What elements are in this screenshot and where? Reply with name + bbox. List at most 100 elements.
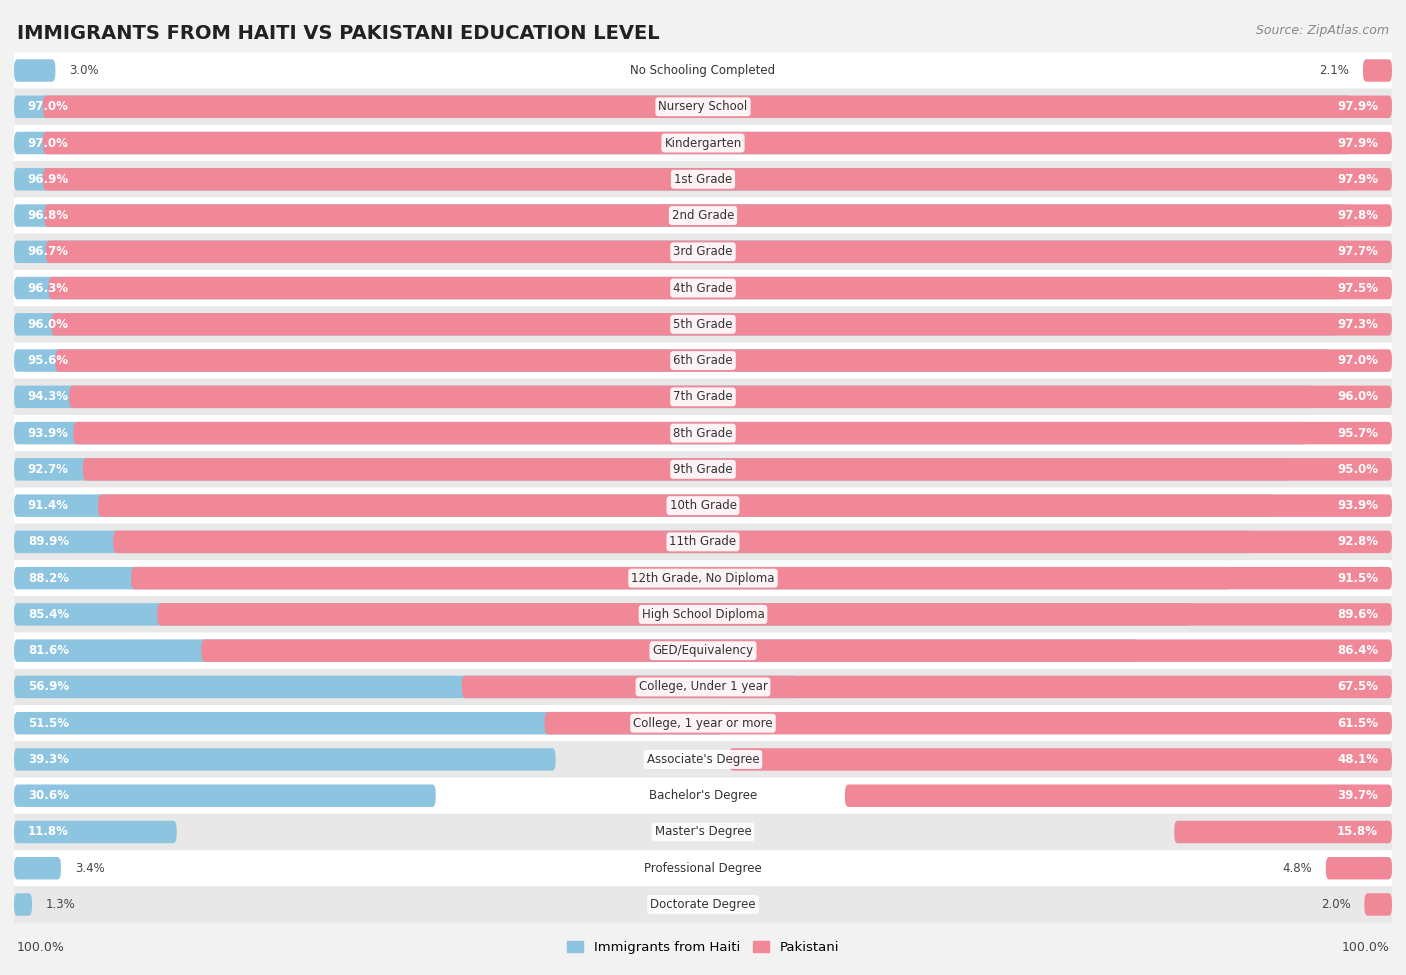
FancyBboxPatch shape — [14, 566, 1229, 590]
FancyBboxPatch shape — [14, 604, 1191, 626]
Text: 91.4%: 91.4% — [28, 499, 69, 512]
FancyBboxPatch shape — [201, 640, 1392, 662]
FancyBboxPatch shape — [98, 494, 1392, 517]
Text: 1st Grade: 1st Grade — [673, 173, 733, 186]
Text: 3.4%: 3.4% — [75, 862, 104, 875]
Text: 2.0%: 2.0% — [1320, 898, 1351, 911]
Text: 67.5%: 67.5% — [1337, 681, 1378, 693]
Text: 89.6%: 89.6% — [1337, 607, 1378, 621]
Text: 4.8%: 4.8% — [1282, 862, 1312, 875]
FancyBboxPatch shape — [14, 748, 555, 770]
Text: 12th Grade, No Diploma: 12th Grade, No Diploma — [631, 571, 775, 585]
Text: 96.0%: 96.0% — [1337, 390, 1378, 404]
Text: 10th Grade: 10th Grade — [669, 499, 737, 512]
FancyBboxPatch shape — [14, 168, 1350, 190]
Text: Doctorate Degree: Doctorate Degree — [650, 898, 756, 911]
FancyBboxPatch shape — [83, 458, 1392, 481]
FancyBboxPatch shape — [14, 488, 1392, 524]
FancyBboxPatch shape — [1362, 59, 1392, 82]
Text: 39.3%: 39.3% — [28, 753, 69, 766]
FancyBboxPatch shape — [14, 53, 1392, 89]
FancyBboxPatch shape — [14, 676, 799, 698]
Text: 2.1%: 2.1% — [1319, 64, 1350, 77]
FancyBboxPatch shape — [73, 422, 1392, 445]
FancyBboxPatch shape — [14, 524, 1392, 560]
Text: IMMIGRANTS FROM HAITI VS PAKISTANI EDUCATION LEVEL: IMMIGRANTS FROM HAITI VS PAKISTANI EDUCA… — [17, 24, 659, 43]
Legend: Immigrants from Haiti, Pakistani: Immigrants from Haiti, Pakistani — [562, 936, 844, 959]
Text: 30.6%: 30.6% — [28, 789, 69, 802]
Text: 96.3%: 96.3% — [28, 282, 69, 294]
FancyBboxPatch shape — [14, 640, 1139, 662]
Text: 3.0%: 3.0% — [69, 64, 98, 77]
FancyBboxPatch shape — [1364, 893, 1392, 916]
Text: Bachelor's Degree: Bachelor's Degree — [650, 789, 756, 802]
FancyBboxPatch shape — [45, 205, 1392, 227]
FancyBboxPatch shape — [14, 850, 1392, 886]
FancyBboxPatch shape — [463, 676, 1392, 698]
Text: 4th Grade: 4th Grade — [673, 282, 733, 294]
FancyBboxPatch shape — [14, 132, 1351, 154]
Text: 5th Grade: 5th Grade — [673, 318, 733, 331]
FancyBboxPatch shape — [14, 385, 1313, 409]
Text: 48.1%: 48.1% — [1337, 753, 1378, 766]
Text: 56.9%: 56.9% — [28, 681, 69, 693]
Text: 96.7%: 96.7% — [28, 246, 69, 258]
FancyBboxPatch shape — [14, 458, 1291, 481]
Text: Kindergarten: Kindergarten — [665, 136, 741, 149]
Text: 11.8%: 11.8% — [28, 826, 69, 838]
Text: 89.9%: 89.9% — [28, 535, 69, 548]
Text: High School Diploma: High School Diploma — [641, 607, 765, 621]
FancyBboxPatch shape — [69, 385, 1392, 409]
Text: 81.6%: 81.6% — [28, 644, 69, 657]
FancyBboxPatch shape — [14, 197, 1392, 234]
Text: Associate's Degree: Associate's Degree — [647, 753, 759, 766]
FancyBboxPatch shape — [14, 530, 1253, 553]
FancyBboxPatch shape — [14, 342, 1392, 378]
Text: 15.8%: 15.8% — [1337, 826, 1378, 838]
FancyBboxPatch shape — [14, 378, 1392, 415]
Text: 97.8%: 97.8% — [1337, 209, 1378, 222]
FancyBboxPatch shape — [14, 422, 1308, 445]
FancyBboxPatch shape — [131, 566, 1392, 590]
Text: 96.8%: 96.8% — [28, 209, 69, 222]
Text: 97.5%: 97.5% — [1337, 282, 1378, 294]
Text: 88.2%: 88.2% — [28, 571, 69, 585]
Text: 97.7%: 97.7% — [1337, 246, 1378, 258]
Text: 94.3%: 94.3% — [28, 390, 69, 404]
FancyBboxPatch shape — [14, 306, 1392, 342]
Text: 8th Grade: 8th Grade — [673, 427, 733, 440]
Text: 11th Grade: 11th Grade — [669, 535, 737, 548]
FancyBboxPatch shape — [14, 705, 1392, 741]
Text: 93.9%: 93.9% — [1337, 499, 1378, 512]
FancyBboxPatch shape — [14, 313, 1337, 335]
Text: 95.6%: 95.6% — [28, 354, 69, 368]
FancyBboxPatch shape — [14, 125, 1392, 161]
FancyBboxPatch shape — [14, 349, 1331, 371]
FancyBboxPatch shape — [14, 633, 1392, 669]
FancyBboxPatch shape — [730, 748, 1392, 770]
Text: 92.8%: 92.8% — [1337, 535, 1378, 548]
FancyBboxPatch shape — [44, 132, 1392, 154]
FancyBboxPatch shape — [44, 168, 1392, 190]
FancyBboxPatch shape — [14, 597, 1392, 633]
FancyBboxPatch shape — [14, 89, 1392, 125]
FancyBboxPatch shape — [544, 712, 1392, 734]
Text: College, 1 year or more: College, 1 year or more — [633, 717, 773, 729]
FancyBboxPatch shape — [14, 821, 177, 843]
FancyBboxPatch shape — [157, 604, 1392, 626]
Text: 93.9%: 93.9% — [28, 427, 69, 440]
Text: 61.5%: 61.5% — [1337, 717, 1378, 729]
FancyBboxPatch shape — [845, 785, 1392, 807]
FancyBboxPatch shape — [14, 886, 1392, 922]
Text: 96.9%: 96.9% — [28, 173, 69, 186]
FancyBboxPatch shape — [14, 451, 1392, 488]
Text: 95.0%: 95.0% — [1337, 463, 1378, 476]
FancyBboxPatch shape — [1326, 857, 1392, 879]
Text: 100.0%: 100.0% — [17, 941, 65, 954]
FancyBboxPatch shape — [14, 277, 1341, 299]
FancyBboxPatch shape — [14, 241, 1347, 263]
Text: 100.0%: 100.0% — [1341, 941, 1389, 954]
Text: 97.0%: 97.0% — [28, 136, 69, 149]
FancyBboxPatch shape — [14, 161, 1392, 197]
FancyBboxPatch shape — [14, 59, 55, 82]
